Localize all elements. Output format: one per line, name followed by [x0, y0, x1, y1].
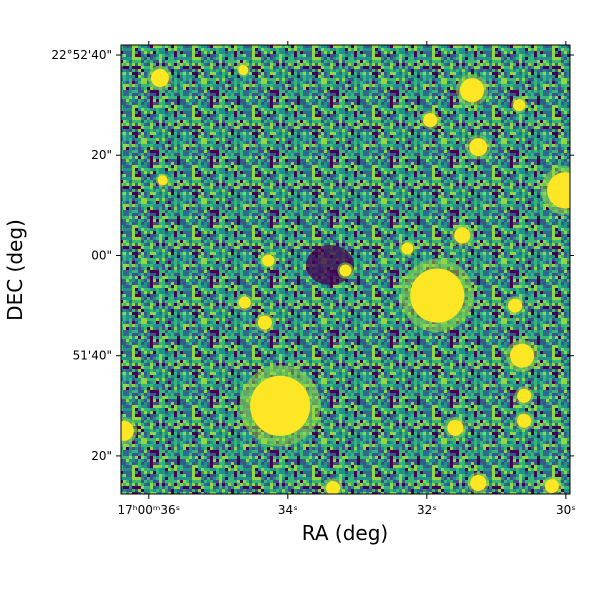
sources — [121, 63, 570, 494]
source — [454, 227, 471, 244]
source — [447, 419, 464, 436]
x-tick-label: 17ʰ00ᵐ36ˢ — [117, 503, 180, 517]
y-tick-label: 00" — [91, 248, 112, 262]
y-tick-label: 20" — [91, 449, 112, 463]
source — [508, 298, 523, 313]
source — [238, 296, 251, 309]
source — [401, 242, 414, 255]
y-tick-label: 22°52'40" — [51, 48, 112, 62]
source — [513, 99, 526, 112]
source — [262, 254, 275, 267]
y-tick-label: 20" — [91, 148, 112, 162]
source — [325, 480, 341, 494]
source — [121, 420, 134, 441]
source — [423, 113, 438, 128]
source — [547, 172, 570, 209]
source — [517, 413, 532, 428]
source — [257, 315, 272, 330]
x-axis-label: RA (deg) — [302, 521, 388, 545]
source — [157, 175, 168, 186]
source — [544, 478, 559, 493]
y-tick-label: 51'40" — [73, 349, 112, 363]
x-tick-label: 34ˢ — [278, 503, 298, 517]
source — [250, 375, 311, 436]
x-tick-label: 32ˢ — [417, 503, 437, 517]
x-tick-label: 30ˢ — [556, 503, 576, 517]
source — [238, 65, 249, 76]
source — [469, 138, 488, 157]
source — [510, 343, 535, 368]
source — [410, 268, 465, 323]
source — [517, 388, 532, 403]
source — [459, 78, 485, 103]
source — [339, 264, 352, 277]
source — [470, 474, 487, 491]
y-axis-label: DEC (deg) — [3, 219, 27, 321]
plot-frame — [120, 44, 571, 495]
source — [150, 69, 169, 88]
